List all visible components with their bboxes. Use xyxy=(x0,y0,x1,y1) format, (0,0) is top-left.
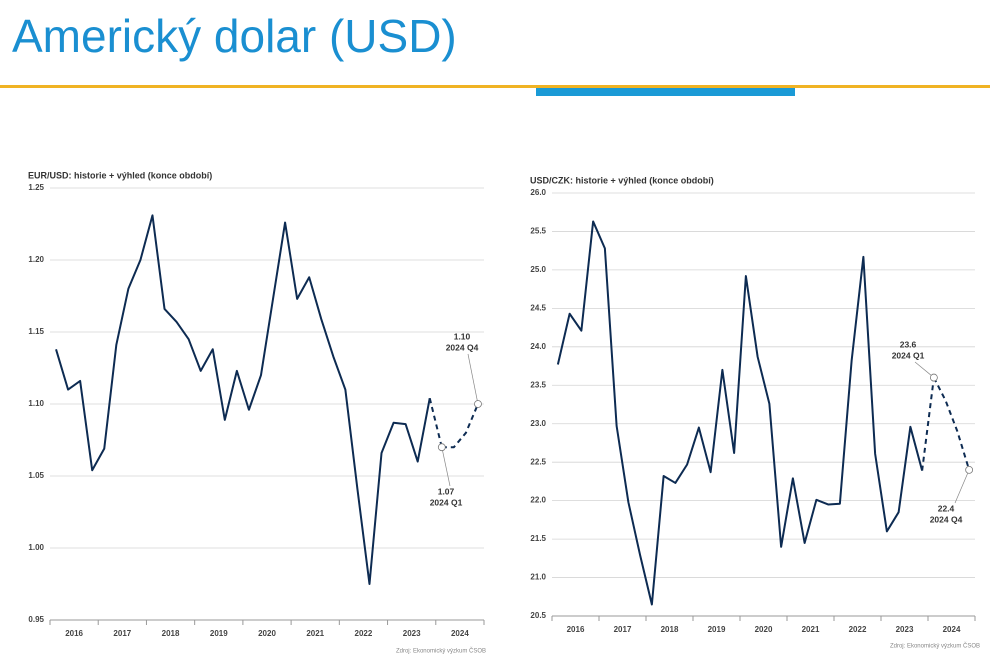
x-tick-label: 2022 xyxy=(849,625,867,634)
forecast-connector xyxy=(921,377,935,471)
annotation-period: 2024 Q4 xyxy=(446,342,479,352)
y-tick-label: 21.5 xyxy=(530,534,546,543)
y-tick-label: 1.25 xyxy=(28,183,44,192)
y-tick-label: 25.5 xyxy=(530,227,546,236)
x-tick-label: 2019 xyxy=(708,625,726,634)
y-tick-label: 0.95 xyxy=(28,615,44,624)
x-tick-label: 2021 xyxy=(802,625,820,634)
y-tick-label: 23.0 xyxy=(530,419,546,428)
y-tick-label: 22.0 xyxy=(530,496,546,505)
x-tick-label: 2018 xyxy=(661,625,679,634)
x-tick-label: 2023 xyxy=(896,625,914,634)
series-line xyxy=(55,214,431,585)
annotation-period: 2024 Q1 xyxy=(892,350,925,360)
chart-title: EUR/USD: historie + výhled (konce období… xyxy=(28,170,212,180)
x-tick-label: 2020 xyxy=(258,629,276,638)
orange-rule xyxy=(0,85,990,88)
x-tick-label: 2024 xyxy=(943,625,961,634)
slide-title: Americký dolar (USD) xyxy=(12,10,457,62)
series-line xyxy=(932,377,971,471)
annotation-marker xyxy=(965,465,974,474)
annotation-period: 2024 Q4 xyxy=(930,514,963,524)
x-tick-label: 2017 xyxy=(113,629,131,638)
annotation-period: 2024 Q1 xyxy=(430,497,463,507)
y-tick-label: 22.5 xyxy=(530,457,546,466)
x-tick-label: 2018 xyxy=(162,629,180,638)
chart-title: USD/CZK: historie + výhled (konce období… xyxy=(530,175,714,185)
x-tick-label: 2023 xyxy=(403,629,421,638)
series-line xyxy=(556,220,924,606)
forecast-connector xyxy=(428,398,443,448)
y-tick-label: 24.5 xyxy=(530,303,546,312)
y-tick-label: 1.05 xyxy=(28,471,44,480)
y-tick-label: 1.15 xyxy=(28,327,44,336)
series-line xyxy=(441,403,479,449)
x-tick-label: 2016 xyxy=(567,625,585,634)
y-tick-label: 23.5 xyxy=(530,380,546,389)
source-note: Zdroj: Ekonomický výzkum ČSOB xyxy=(890,643,980,650)
y-tick-label: 26.0 xyxy=(530,188,546,197)
y-tick-label: 25.0 xyxy=(530,265,546,274)
x-tick-label: 2019 xyxy=(210,629,228,638)
y-tick-label: 1.20 xyxy=(28,255,44,264)
x-tick-label: 2016 xyxy=(65,629,83,638)
y-tick-label: 1.00 xyxy=(28,543,44,552)
x-tick-label: 2020 xyxy=(755,625,773,634)
annotation-value: 23.6 xyxy=(900,339,917,349)
annotation-value: 22.4 xyxy=(938,503,955,513)
y-tick-label: 24.0 xyxy=(530,342,546,351)
source-note: Zdroj: Ekonomický výzkum ČSOB xyxy=(396,648,486,655)
x-tick-label: 2021 xyxy=(306,629,324,638)
annotation-marker xyxy=(929,373,938,382)
blue-bar xyxy=(536,88,795,96)
annotation-leader xyxy=(954,469,970,504)
annotation-leader xyxy=(914,361,935,378)
x-tick-label: 2024 xyxy=(451,629,469,638)
x-tick-label: 2022 xyxy=(355,629,373,638)
x-tick-label: 2017 xyxy=(614,625,632,634)
annotation-value: 1.07 xyxy=(438,486,455,496)
y-tick-label: 21.0 xyxy=(530,573,546,582)
annotation-value: 1.10 xyxy=(454,331,471,341)
annotation-marker xyxy=(437,443,446,452)
y-tick-label: 20.5 xyxy=(530,611,546,620)
annotation-marker xyxy=(474,400,482,408)
annotation-leader xyxy=(467,353,479,405)
annotation-leader xyxy=(441,447,451,487)
y-tick-label: 1.10 xyxy=(28,399,44,408)
